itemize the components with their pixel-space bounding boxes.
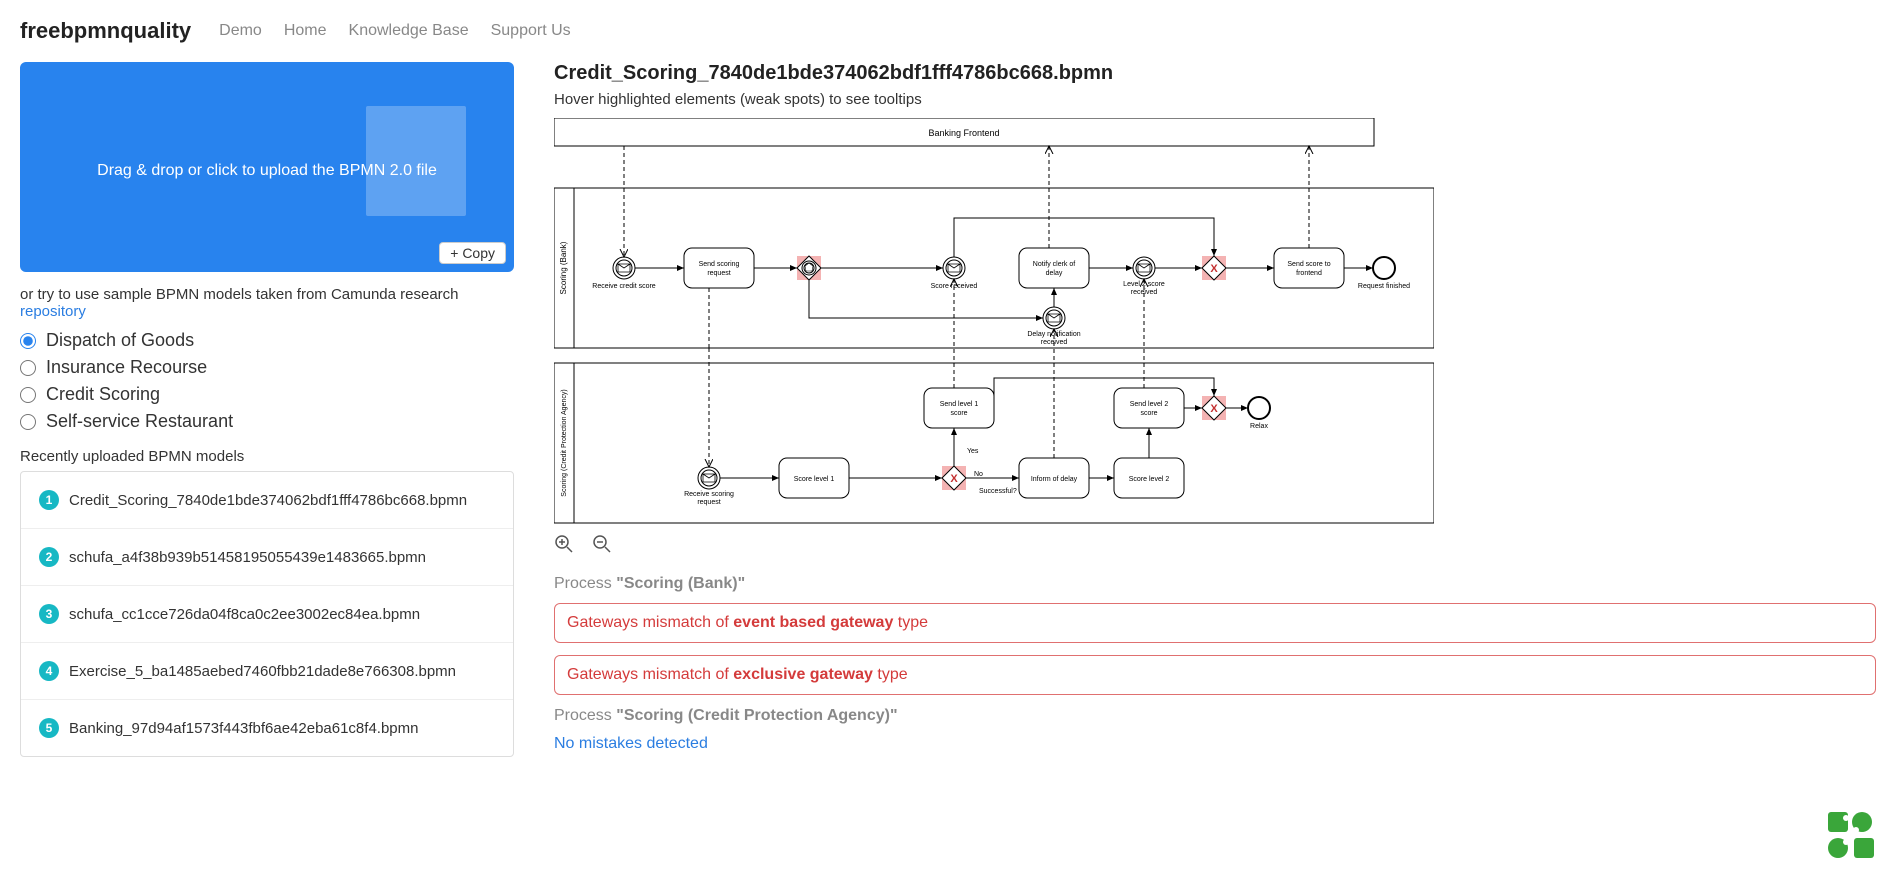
svg-text:Successful?: Successful? xyxy=(979,488,1017,495)
copy-button[interactable]: + Copy xyxy=(439,242,506,264)
radio-dispatch[interactable]: Dispatch of Goods xyxy=(20,330,514,351)
hover-hint: Hover highlighted elements (weak spots) … xyxy=(554,91,1876,108)
recent-label: Recently uploaded BPMN models xyxy=(20,448,514,465)
list-item[interactable]: 5Banking_97d94af1573f443fbf6ae42eba61c8f… xyxy=(21,700,513,756)
sample-radio-list: Dispatch of Goods Insurance Recourse Cre… xyxy=(20,330,514,432)
sample-models-text: or try to use sample BPMN models taken f… xyxy=(20,286,514,320)
svg-text:delay: delay xyxy=(1046,270,1063,277)
radio-credit[interactable]: Credit Scoring xyxy=(20,384,514,405)
svg-text:Request finished: Request finished xyxy=(1358,283,1410,290)
svg-text:Receive scoring: Receive scoring xyxy=(684,491,734,498)
issue-box: Gateways mismatch of exclusive gateway t… xyxy=(554,655,1876,695)
svg-text:score: score xyxy=(1140,410,1157,417)
svg-text:X: X xyxy=(1210,263,1218,275)
svg-text:X: X xyxy=(950,473,958,485)
svg-text:X: X xyxy=(1210,403,1218,415)
svg-text:Notify clerk of: Notify clerk of xyxy=(1033,261,1075,268)
svg-text:request: request xyxy=(707,270,730,277)
brand-title: freebpmnquality xyxy=(20,18,191,44)
list-item[interactable]: 2schufa_a4f38b939b51458195055439e1483665… xyxy=(21,529,513,586)
process-1-label: Process Process "Scoring (Bank)""Scoring… xyxy=(554,575,1876,593)
zoom-out-icon[interactable] xyxy=(592,534,612,559)
nav-home[interactable]: Home xyxy=(284,22,327,40)
zoom-in-icon[interactable] xyxy=(554,534,574,559)
process-2-label: Process "Scoring (Credit Protection Agen… xyxy=(554,707,1876,725)
dropzone-ghost xyxy=(366,106,466,216)
svg-text:Send score to: Send score to xyxy=(1287,261,1330,268)
svg-text:Send level 2: Send level 2 xyxy=(1130,401,1169,408)
svg-text:Send scoring: Send scoring xyxy=(699,261,740,268)
svg-text:Score level 1: Score level 1 xyxy=(794,476,835,483)
svg-text:Scoring (Credit Protection Age: Scoring (Credit Protection Agency) xyxy=(561,389,568,496)
radio-restaurant[interactable]: Self-service Restaurant xyxy=(20,411,514,432)
radio-insurance[interactable]: Insurance Recourse xyxy=(20,357,514,378)
svg-text:frontend: frontend xyxy=(1296,270,1322,277)
list-item[interactable]: 4Exercise_5_ba1485aebed7460fbb21dade8e76… xyxy=(21,643,513,700)
svg-text:Score level 2: Score level 2 xyxy=(1129,476,1170,483)
svg-text:Scoring (Bank): Scoring (Bank) xyxy=(559,241,568,294)
svg-text:Send level 1: Send level 1 xyxy=(940,401,979,408)
nav-support[interactable]: Support Us xyxy=(491,22,571,40)
ok-box: No mistakes detected xyxy=(554,735,1876,753)
svg-text:Receive credit score: Receive credit score xyxy=(592,283,656,290)
repository-link[interactable]: repository xyxy=(20,303,86,320)
issue-box: Gateways mismatch of event based gateway… xyxy=(554,603,1876,643)
list-item[interactable]: 3schufa_cc1cce726da04f8ca0c2ee3002ec84ea… xyxy=(21,586,513,643)
bpmn-diagram: Banking Frontend Scoring (Bank) Receive … xyxy=(554,118,1876,528)
svg-text:No: No xyxy=(974,471,983,478)
svg-text:Inform of delay: Inform of delay xyxy=(1031,476,1078,483)
recent-list[interactable]: 1Credit_Scoring_7840de1bde374062bdf1fff4… xyxy=(20,471,514,757)
svg-text:Relax: Relax xyxy=(1250,423,1268,430)
current-filename: Credit_Scoring_7840de1bde374062bdf1fff47… xyxy=(554,62,1876,85)
upload-dropzone[interactable]: Drag & drop or click to upload the BPMN … xyxy=(20,62,514,272)
nav-demo[interactable]: Demo xyxy=(219,22,262,40)
help-widget-icon[interactable] xyxy=(1826,810,1876,865)
nav-kb[interactable]: Knowledge Base xyxy=(349,22,469,40)
svg-text:score: score xyxy=(950,410,967,417)
svg-text:Banking Frontend: Banking Frontend xyxy=(928,128,999,138)
svg-text:Yes: Yes xyxy=(967,448,979,455)
svg-text:request: request xyxy=(697,499,720,506)
list-item[interactable]: 1Credit_Scoring_7840de1bde374062bdf1fff4… xyxy=(21,472,513,529)
